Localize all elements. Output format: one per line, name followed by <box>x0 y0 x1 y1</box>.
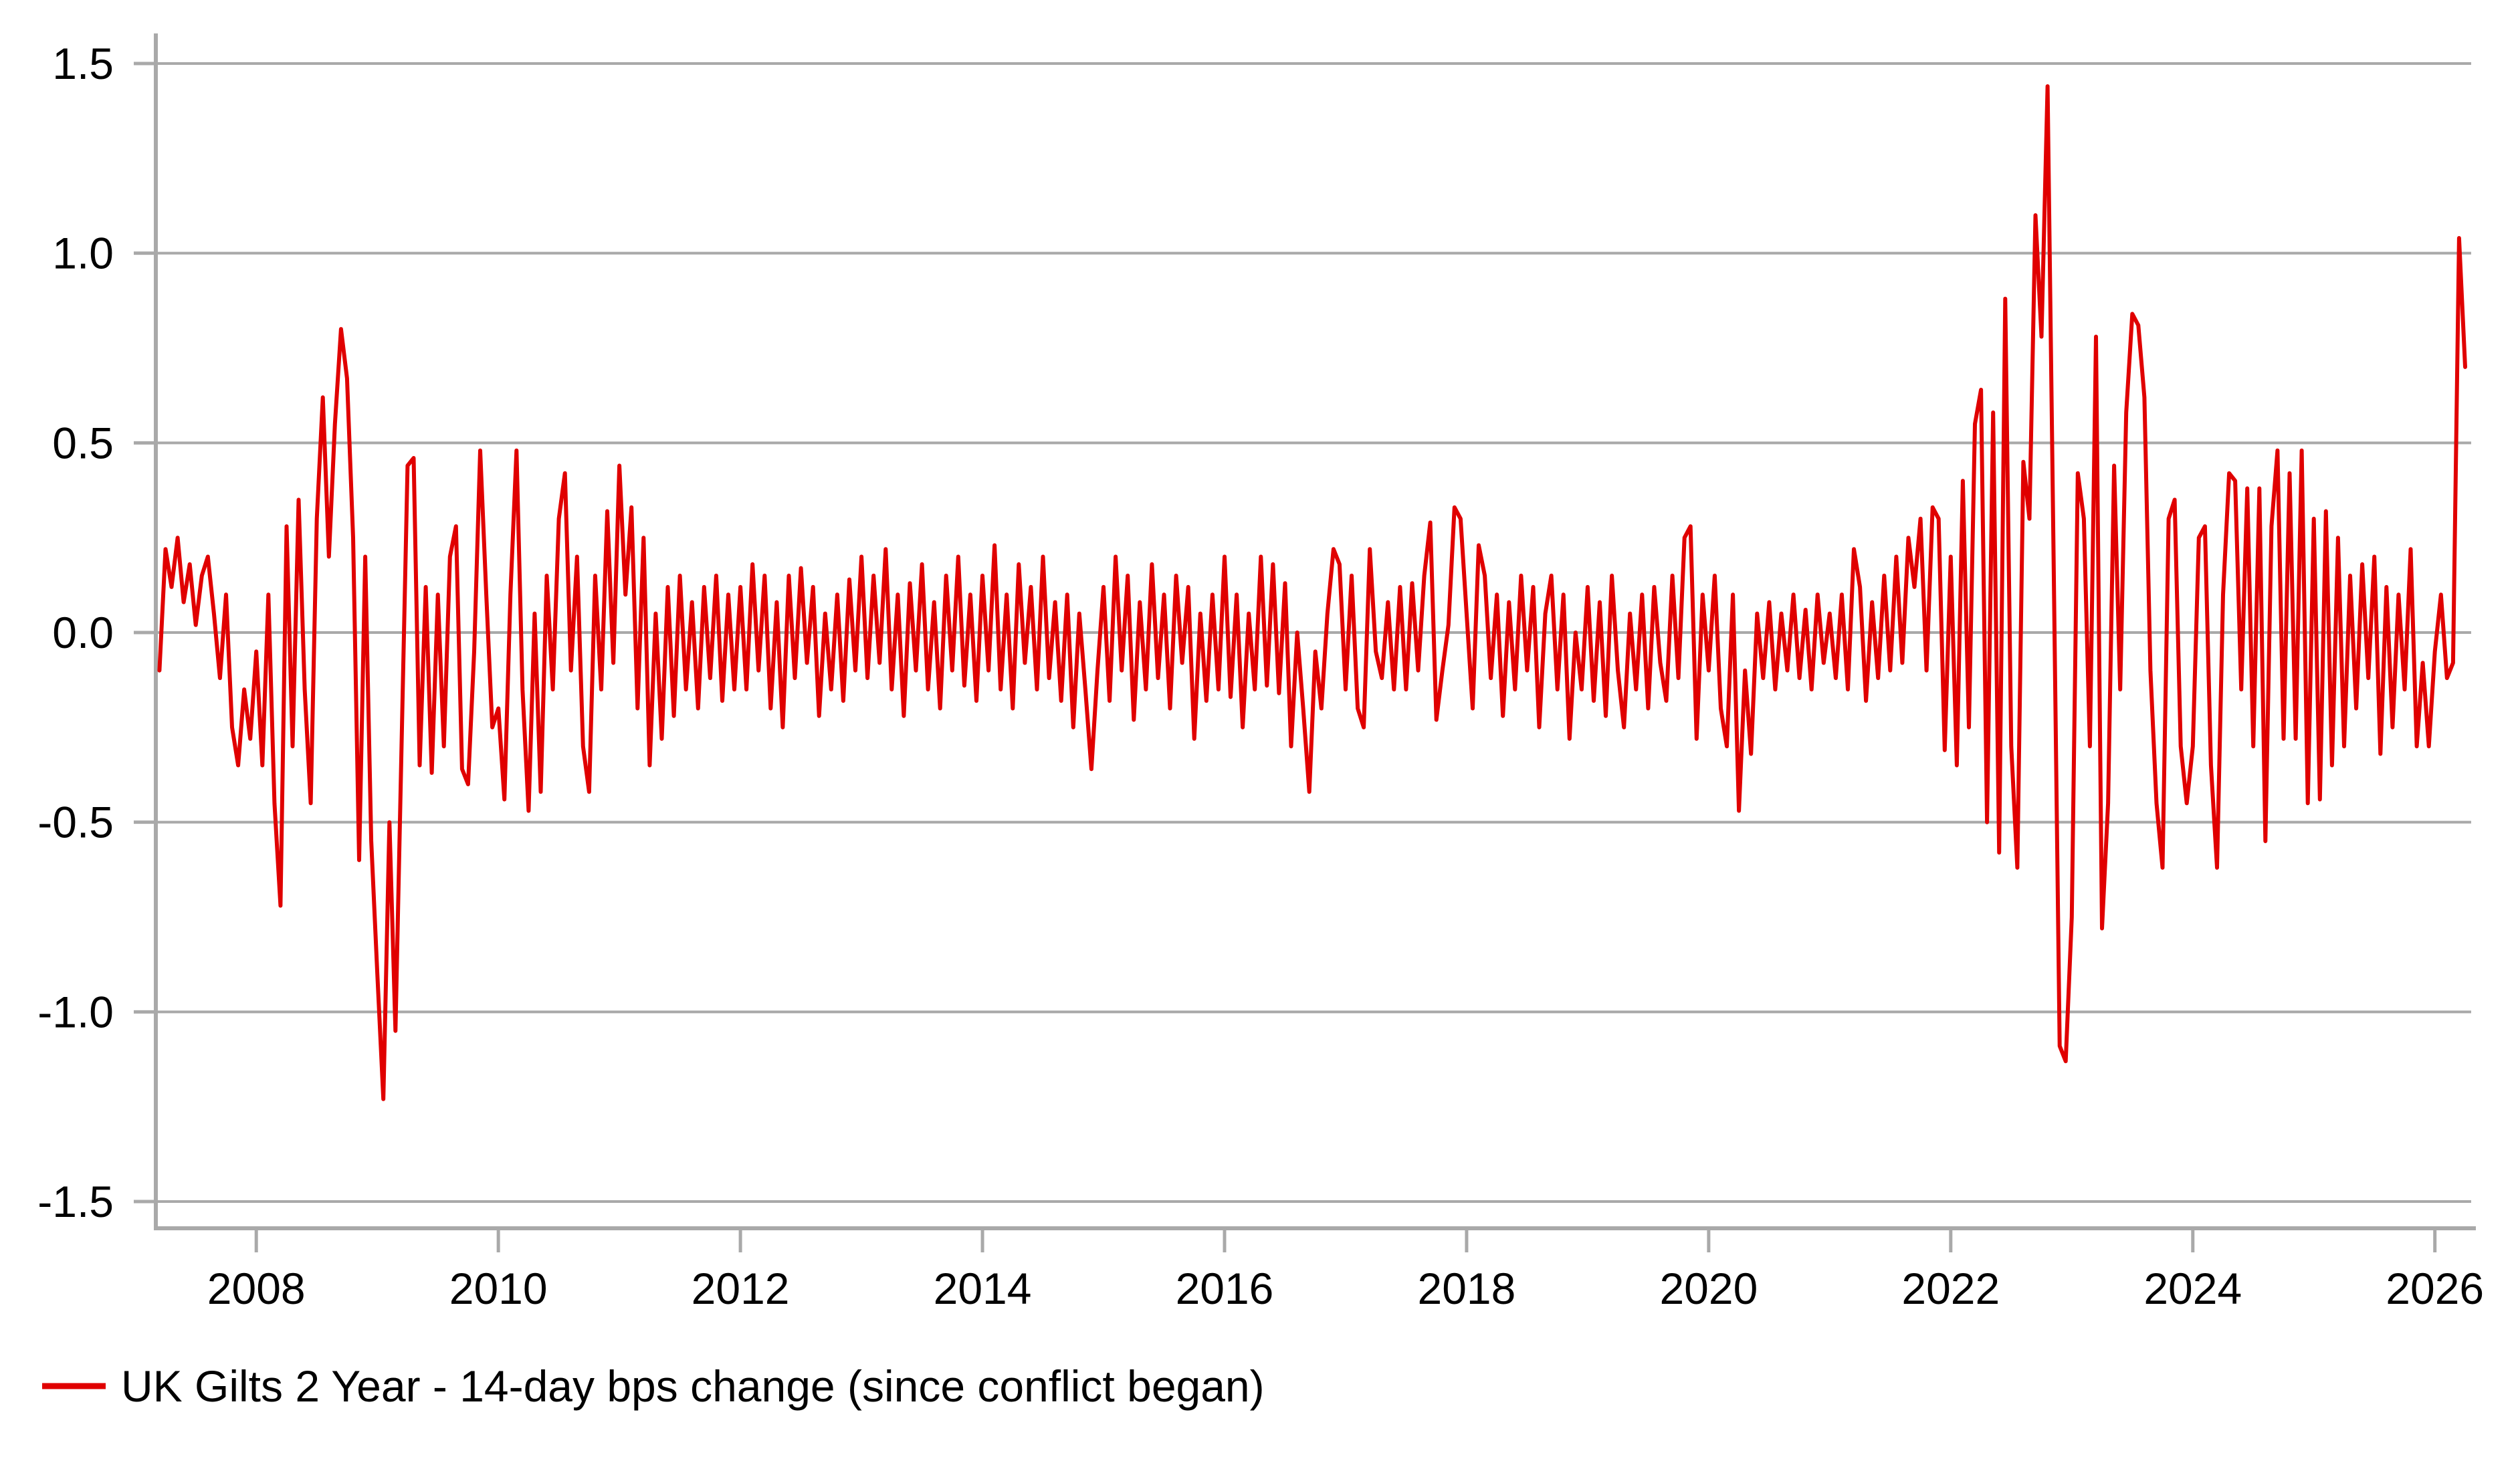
y-tick-label: -0.5 <box>37 798 114 847</box>
y-tick-label: -1.5 <box>37 1177 114 1226</box>
x-tick-label: 2012 <box>692 1264 790 1313</box>
x-tick-label: 2018 <box>1418 1264 1516 1313</box>
x-tick-label: 2020 <box>1659 1264 1758 1313</box>
gridlines-layer <box>156 62 2471 1203</box>
y-tick-label: -1.0 <box>37 987 114 1036</box>
x-tick-label: 2014 <box>934 1264 1032 1313</box>
y-tick-label: 1.5 <box>52 39 114 88</box>
y-tick-label: 0.5 <box>52 418 114 467</box>
x-tick-label: 2022 <box>1901 1264 2000 1313</box>
legend-label: UK Gilts 2 Year - 14-day bps change (sin… <box>121 1361 1265 1411</box>
axes-layer: 1.5 1.0 0.5 0.0 -0.5 -1.0 -1.5 2008 2010 2012 2014… <box>37 33 2484 1313</box>
x-tick-label: 2024 <box>2143 1264 2242 1313</box>
series-layer <box>157 84 2467 1101</box>
x-tick-label: 2016 <box>1176 1264 1274 1313</box>
x-tick-label: 2008 <box>207 1264 306 1313</box>
data-line-uk-gilts-2y <box>157 84 2467 1101</box>
legend: UK Gilts 2 Year - 14-day bps change (sin… <box>42 1361 1265 1411</box>
x-tick-label: 2026 <box>2386 1264 2484 1313</box>
y-tick-label: 1.0 <box>52 229 114 278</box>
y-tick-label: 0.0 <box>52 608 114 657</box>
x-tick-label: 2010 <box>449 1264 548 1313</box>
